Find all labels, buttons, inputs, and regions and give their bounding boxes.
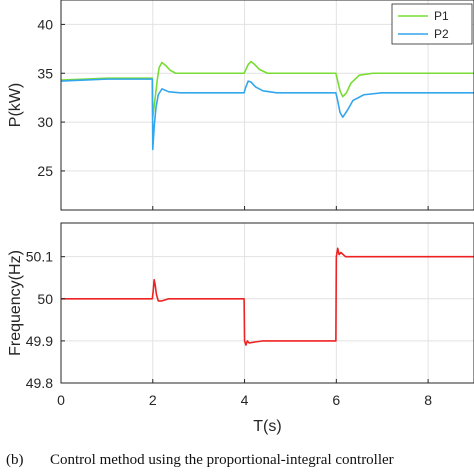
legend-entry-2: P2 (434, 27, 449, 41)
x-axis-label: T(s) (253, 418, 281, 435)
p1-line (60, 60, 474, 119)
frequency-y-tick-label: 49.8 (26, 375, 53, 391)
x-tick-label: 4 (241, 392, 249, 408)
caption-text: Control method using the proportional-in… (50, 452, 394, 468)
caption-label: (b) (6, 452, 24, 468)
frequency-y-tick-label: 50 (37, 291, 53, 307)
x-tick-label: 2 (149, 392, 157, 408)
p2-line (60, 78, 474, 151)
axes-frame (60, 222, 474, 384)
power-y-tick-label: 35 (37, 65, 53, 81)
figure-caption: (b) Control method using the proportiona… (0, 446, 474, 472)
legend-box (391, 3, 473, 45)
x-tick-label: 0 (57, 392, 65, 408)
power-y-tick-label: 30 (37, 114, 53, 130)
power-y-tick-label: 25 (37, 163, 53, 179)
power-y-axis-label: P(kW) (7, 83, 24, 127)
frequency-line (61, 247, 474, 346)
frequency-panel: 49.8 49.9 50 50.1 0 2 4 6 8 Frequency(Hz) T(s) (7, 222, 474, 435)
plot-area (61, 223, 474, 383)
legend-entry-1: P1 (434, 9, 449, 23)
frequency-y-tick-label: 50.1 (26, 249, 53, 265)
power-y-tick-label: 40 (37, 16, 53, 32)
frequency-y-axis-label: Frequency(Hz) (7, 250, 24, 356)
x-tick-label: 8 (424, 392, 432, 408)
frequency-y-tick-label: 49.9 (26, 333, 53, 349)
x-tick-label: 6 (332, 392, 340, 408)
axes-frame (60, 0, 474, 211)
